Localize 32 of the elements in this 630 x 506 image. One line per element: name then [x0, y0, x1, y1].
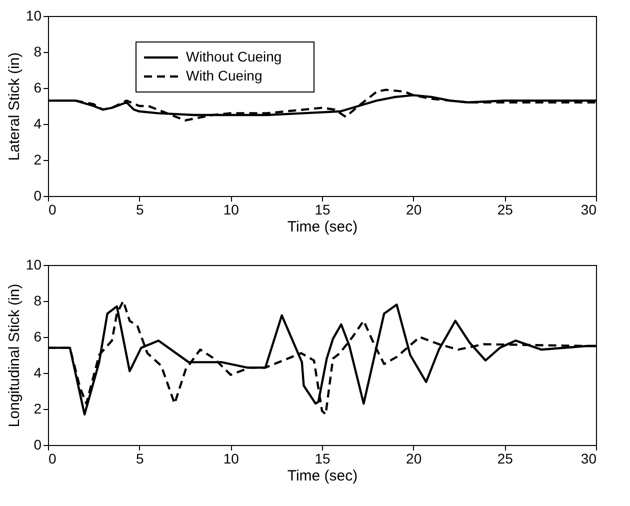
- x-tick-label: 20: [406, 450, 422, 466]
- x-tick-label: 15: [314, 202, 330, 218]
- y-tick-label: 8: [34, 292, 42, 308]
- x-tick-label: 25: [497, 450, 514, 466]
- x-axis-title: Time (sec): [287, 218, 358, 236]
- y-tick-label: 8: [34, 44, 42, 60]
- x-tick-label: 20: [406, 202, 422, 218]
- x-tick-label: 10: [223, 450, 240, 466]
- y-tick-label: 6: [34, 80, 42, 96]
- x-tick-label: 30: [580, 202, 597, 218]
- y-axis-title: Longitudinal Stick (in): [6, 284, 23, 428]
- x-tick-label: 0: [48, 450, 56, 466]
- y-axis-title: Lateral Stick (in): [6, 52, 23, 161]
- x-tick-label: 10: [223, 202, 240, 218]
- x-tick-label: 30: [580, 450, 597, 466]
- x-axis-title: Time (sec): [287, 468, 358, 484]
- x-tick-label: 5: [136, 202, 144, 218]
- y-tick-label: 10: [26, 8, 42, 24]
- y-tick-label: 0: [34, 188, 42, 204]
- x-tick-label: 25: [497, 202, 514, 218]
- x-tick-label: 0: [48, 202, 56, 218]
- y-tick-label: 10: [26, 256, 42, 272]
- y-tick-label: 6: [34, 328, 42, 344]
- x-tick-label: 15: [314, 450, 330, 466]
- legend-label: Without Cueing: [186, 48, 282, 64]
- legend-label: With Cueing: [186, 68, 262, 84]
- y-tick-label: 2: [34, 400, 42, 416]
- y-tick-label: 4: [34, 364, 42, 380]
- x-tick-label: 5: [136, 450, 144, 466]
- y-tick-label: 0: [34, 436, 42, 452]
- y-tick-label: 4: [34, 116, 42, 132]
- y-tick-label: 2: [34, 152, 42, 168]
